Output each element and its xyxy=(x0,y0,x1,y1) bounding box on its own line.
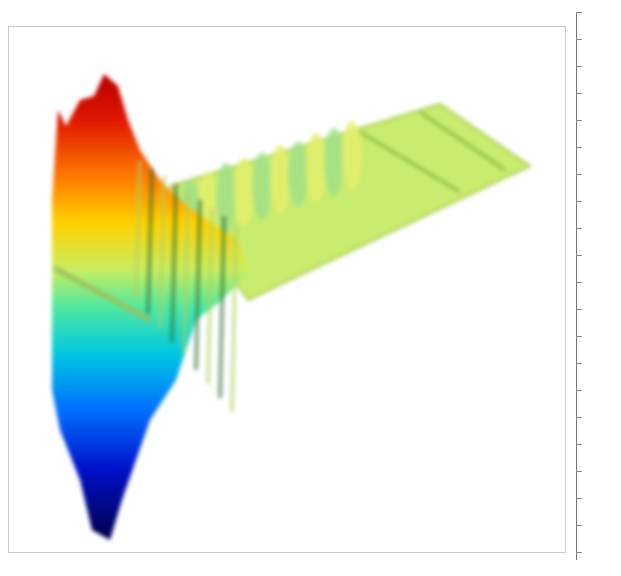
surface-ripple xyxy=(342,121,362,191)
plateau-ridge xyxy=(419,110,506,172)
colorbar-tick xyxy=(576,552,582,553)
colorbar-tick xyxy=(576,93,582,94)
colorbar-tick xyxy=(576,525,582,526)
colorbar-tick xyxy=(576,309,582,310)
colorbar-tick xyxy=(576,201,582,202)
colorbar-tick xyxy=(576,12,582,13)
surface-ripple xyxy=(234,157,254,227)
colorbar-tick xyxy=(576,417,582,418)
colorbar-tick xyxy=(576,66,582,67)
surface-fold xyxy=(206,207,214,385)
surface-front-wall xyxy=(52,74,250,540)
plateau-ridge xyxy=(359,130,461,194)
surface-fold xyxy=(230,223,238,413)
colorbar-tick xyxy=(576,174,582,175)
surface-fold xyxy=(158,175,166,329)
colorbar-tick xyxy=(576,471,582,472)
colorbar-tick xyxy=(576,255,582,256)
colorbar xyxy=(568,4,621,576)
colorbar-tick xyxy=(576,390,582,391)
surface-fold xyxy=(194,199,202,371)
colorbar-tick xyxy=(576,363,582,364)
surface-fold xyxy=(134,159,142,301)
surface-fold xyxy=(218,215,226,399)
surface-fold xyxy=(170,183,178,343)
colorbar-axis xyxy=(576,12,577,560)
colorbar-tick xyxy=(576,336,582,337)
colorbar-tick xyxy=(576,147,582,148)
surface-fold xyxy=(182,191,190,357)
surface-ledge xyxy=(52,265,152,323)
colorbar-tick xyxy=(576,282,582,283)
colorbar-tick xyxy=(576,444,582,445)
surface-ripple xyxy=(252,152,272,220)
surface-ripple xyxy=(216,163,236,233)
surface-fold xyxy=(146,167,154,315)
surface-ripple xyxy=(288,141,308,207)
surface-ripple xyxy=(306,133,326,203)
surface-ripple xyxy=(270,145,290,215)
colorbar-tick xyxy=(576,498,582,499)
colorbar-tick xyxy=(576,120,582,121)
colorbar-tick xyxy=(576,39,582,40)
colorbar-tick xyxy=(576,228,582,229)
surface-ripple xyxy=(324,127,344,197)
